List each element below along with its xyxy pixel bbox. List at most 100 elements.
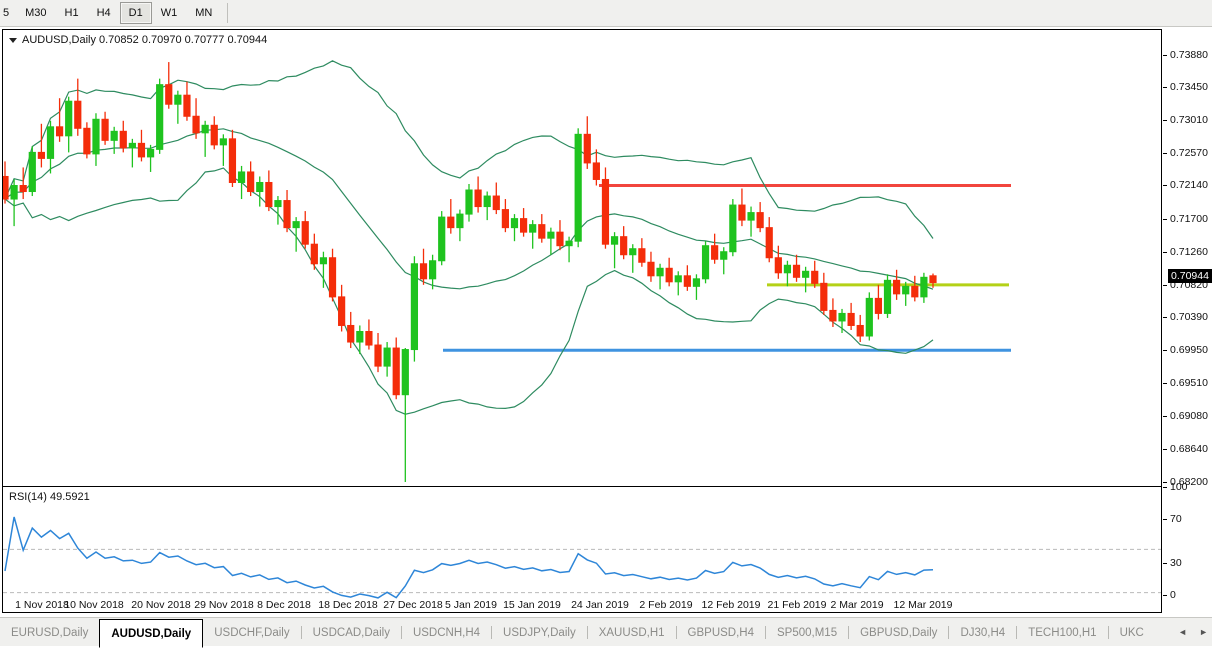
- candle-body: [711, 245, 719, 260]
- date-tick-label: 20 Nov 2018: [131, 599, 191, 611]
- candle-body: [338, 296, 346, 326]
- price-pane[interactable]: AUDUSD,Daily 0.70852 0.70970 0.70777 0.7…: [3, 30, 1161, 485]
- chart-tab-sp500-m15[interactable]: SP500,M15: [777, 627, 838, 639]
- candle-body: [756, 212, 764, 229]
- timeframe-button-h4[interactable]: H4: [96, 7, 111, 19]
- date-tick-label: 8 Dec 2018: [257, 599, 311, 611]
- candle-body: [601, 178, 610, 245]
- tab-divider: [848, 625, 850, 639]
- candle-body: [802, 270, 810, 278]
- tab-divider: [675, 625, 677, 639]
- candle-body: [774, 257, 782, 274]
- chart-tab-usdchf-daily[interactable]: USDCHF,Daily: [214, 627, 290, 639]
- candle-body: [247, 171, 255, 193]
- date-tick-label: 24 Jan 2019: [571, 599, 629, 611]
- candle-body: [838, 312, 846, 322]
- candle-body: [37, 151, 45, 159]
- timeframe-button-m30[interactable]: M30: [25, 7, 47, 19]
- date-tick-label: 2 Mar 2019: [830, 599, 884, 611]
- chart-tab-gbpusd-daily[interactable]: GBPUSD,Daily: [860, 627, 938, 639]
- scroll-left-icon[interactable]: ◄: [1178, 627, 1188, 637]
- candle-body: [665, 267, 673, 283]
- candle-body: [292, 221, 300, 229]
- candle-body: [456, 213, 464, 229]
- candle-body: [929, 275, 937, 284]
- rsi-chart-canvas[interactable]: [3, 487, 1161, 612]
- candle-body: [174, 94, 182, 105]
- toolbar-divider: [227, 3, 229, 23]
- candle-body: [701, 245, 710, 280]
- chart-tab-tech100-h1[interactable]: TECH100,H1: [1028, 627, 1097, 639]
- candle-body: [583, 133, 591, 164]
- date-tick-label: 12 Feb 2019: [701, 599, 761, 611]
- price-tick-label: 0.69950: [1170, 344, 1208, 357]
- candle-body: [438, 216, 446, 262]
- price-tick-label: 0.73010: [1170, 114, 1208, 127]
- candle-body: [656, 267, 664, 277]
- candle-body: [210, 124, 218, 146]
- date-tick-label: 27 Dec 2018: [383, 599, 443, 611]
- timeframe-button-5[interactable]: 5: [3, 7, 10, 19]
- chart-tab-usdcad-daily[interactable]: USDCAD,Daily: [312, 627, 390, 639]
- tab-divider: [300, 625, 302, 639]
- candle-body: [392, 347, 400, 396]
- chart-tab-audusd-daily[interactable]: AUDUSD,Daily: [99, 619, 204, 648]
- chart-tab-usdcnh-h4[interactable]: USDCNH,H4: [412, 627, 481, 639]
- scroll-right-icon[interactable]: ►: [1199, 627, 1208, 637]
- candle-body: [19, 184, 27, 193]
- date-tick-label: 29 Nov 2018: [194, 599, 254, 611]
- rsi-pane[interactable]: RSI(14) 49.5921: [3, 486, 1161, 612]
- timeframe-button-d1[interactable]: D1: [119, 2, 152, 24]
- candle-body: [65, 100, 73, 137]
- candle-body: [738, 204, 746, 221]
- candle-body: [510, 218, 519, 229]
- rsi-tick-label: 30: [1170, 556, 1182, 569]
- candle-body: [865, 297, 873, 337]
- candle-body: [620, 236, 628, 256]
- price-tick: [1163, 153, 1167, 155]
- candle-body: [128, 142, 136, 149]
- chart-tab-ukc[interactable]: UKC: [1119, 627, 1144, 639]
- candle-body: [565, 240, 573, 247]
- candle-body: [556, 231, 564, 247]
- candle-body: [46, 126, 55, 159]
- price-tick: [1163, 185, 1167, 187]
- price-tick: [1163, 86, 1167, 88]
- candle-body: [483, 195, 491, 208]
- price-tick: [1163, 251, 1167, 253]
- tab-scroll-controls: ◄ ►: [1178, 618, 1208, 646]
- candle-body: [792, 264, 801, 278]
- price-tick: [1163, 284, 1167, 286]
- price-tick-label: 0.68200: [1170, 476, 1208, 488]
- candle-body: [574, 133, 582, 242]
- current-price-label: 0.70944: [1168, 268, 1212, 283]
- chart-tab-eurusd-daily[interactable]: EURUSD,Daily: [11, 627, 89, 639]
- candle-body: [519, 218, 528, 233]
- candle-body: [447, 216, 455, 229]
- date-tick-label: 12 Mar 2019: [893, 599, 953, 611]
- candle-body: [674, 275, 682, 283]
- chart-tab-xauusd-h1[interactable]: XAUUSD,H1: [598, 627, 665, 639]
- candle-body: [165, 84, 173, 105]
- date-tick-label: 2 Feb 2019: [639, 599, 693, 611]
- price-chart-canvas[interactable]: [3, 30, 1161, 485]
- chart-frame: AUDUSD,Daily 0.70852 0.70970 0.70777 0.7…: [2, 29, 1162, 613]
- chevron-down-icon[interactable]: [9, 37, 17, 43]
- candle-body: [119, 130, 127, 149]
- chart-tab-usdjpy-daily[interactable]: USDJPY,Daily: [503, 627, 576, 639]
- chart-tab-dj30-h4[interactable]: DJ30,H4: [960, 627, 1006, 639]
- timeframe-button-w1[interactable]: W1: [160, 7, 178, 19]
- timeframe-button-mn[interactable]: MN: [195, 7, 213, 19]
- candle-body: [874, 297, 883, 314]
- candle-body: [201, 124, 209, 134]
- price-tick-label: 0.70390: [1170, 311, 1208, 324]
- timeframe-button-h1[interactable]: H1: [64, 7, 79, 19]
- chart-tab-gbpusd-h4[interactable]: GBPUSD,H4: [687, 627, 754, 639]
- bollinger-lower: [4, 167, 934, 415]
- candle-body: [365, 330, 373, 346]
- candle-body: [356, 330, 364, 343]
- rsi-tick: [1163, 487, 1167, 488]
- price-scale[interactable]: 0.73880 0.73450 0.73010 0.72570 0.72140 0.717…: [1163, 29, 1212, 613]
- date-tick-label: 10 Nov 2018: [64, 599, 124, 611]
- chart-legend-text: AUDUSD,Daily 0.70852 0.70970 0.70777 0.7…: [22, 34, 268, 46]
